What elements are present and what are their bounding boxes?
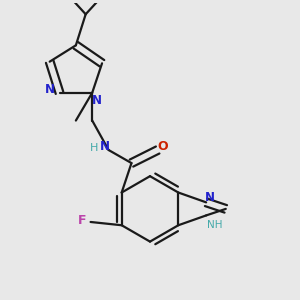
Text: N: N [204,191,214,204]
Text: O: O [157,140,168,153]
Text: H: H [90,143,98,153]
Text: N: N [100,140,110,153]
Text: N: N [92,94,102,107]
Text: NH: NH [207,220,222,230]
Text: N: N [45,83,55,96]
Text: F: F [78,214,87,227]
